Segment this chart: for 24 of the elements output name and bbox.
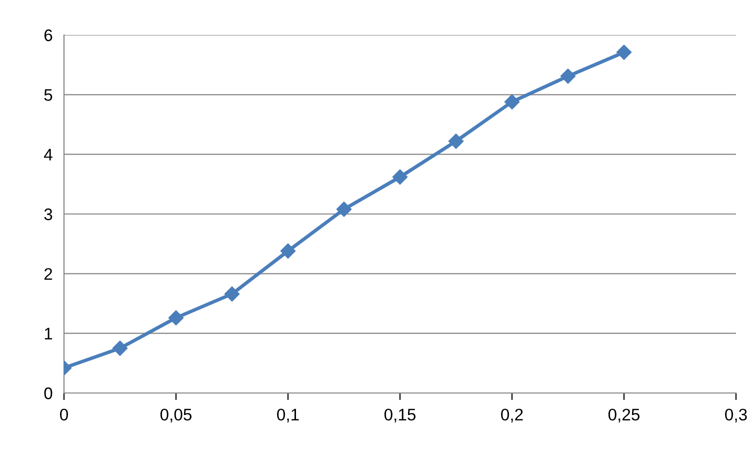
point [448,134,464,149]
point [112,340,128,356]
point [504,94,520,110]
x-tick-label: 0,15 [384,408,416,422]
y-tick-label: 3 [44,208,52,220]
x-tick-label: 0,1 [277,408,299,422]
y-tick-label: 5 [44,89,52,101]
point [280,243,296,259]
point [224,286,240,302]
point [560,68,576,84]
y-tick-label: 2 [44,268,52,280]
x-tick-label: 0,25 [608,408,640,422]
y-tick-label: 1 [44,328,52,340]
point [616,44,632,60]
point [336,202,352,217]
x-tick-label: 0,3 [725,408,747,422]
point [392,169,408,185]
point [168,310,184,326]
x-tick-label: 0 [60,408,68,421]
y-tick-label: 4 [44,148,52,160]
x-tick-label: 0,2 [501,408,523,422]
y-tick-label: 0 [44,387,52,400]
x-tick-label: 0,05 [160,408,192,422]
y-tick-label: 6 [44,29,52,42]
